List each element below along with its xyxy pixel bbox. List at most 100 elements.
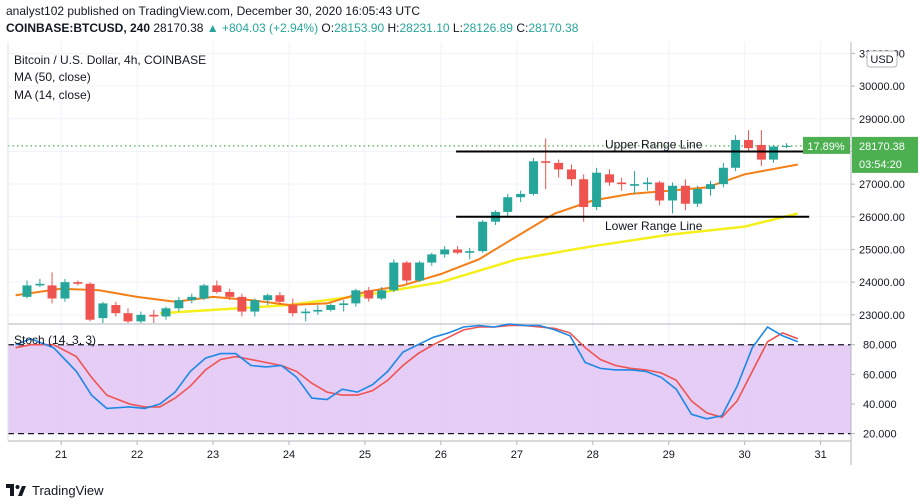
- candle-body: [402, 262, 412, 281]
- candle: [630, 171, 640, 194]
- price-pane[interactable]: Upper Range Line Lower Range Line: [8, 42, 851, 441]
- candle: [579, 174, 589, 222]
- candle: [136, 311, 146, 323]
- candle-body: [389, 262, 399, 291]
- ohlc-header: COINBASE:BTCUSD, 240 28170.38 ▲ +804.03 …: [6, 21, 578, 35]
- candle-body: [453, 249, 463, 253]
- candle-body: [642, 182, 652, 185]
- candle: [326, 303, 336, 312]
- candle: [731, 135, 741, 172]
- stoch-d-line: [15, 324, 799, 419]
- price-tick-label: 27000.00: [859, 179, 905, 191]
- candle-body: [161, 308, 171, 317]
- price-tick-label: 24000.00: [859, 277, 905, 289]
- price-tick-label: 23000.00: [859, 310, 905, 322]
- percent-badge: [803, 136, 850, 154]
- candle-body: [554, 162, 564, 170]
- candle: [60, 278, 70, 302]
- candle: [465, 247, 475, 260]
- stoch-tick-label: 20.000: [863, 429, 897, 441]
- candle: [541, 138, 551, 190]
- time-tick-label: 26: [435, 449, 447, 461]
- time-tick-label: 24: [283, 449, 295, 461]
- tradingview-logo[interactable]: TradingView: [6, 483, 104, 498]
- time-tick-label: 21: [55, 449, 67, 461]
- upper-range-label: Upper Range Line: [605, 137, 703, 151]
- candle-body: [604, 174, 614, 183]
- candle-body: [516, 193, 526, 198]
- candle: [187, 293, 197, 304]
- candle: [440, 246, 450, 258]
- candle: [427, 252, 437, 266]
- candle: [680, 179, 690, 211]
- high-label: H:: [387, 21, 400, 35]
- candle: [237, 293, 247, 317]
- candle-body: [250, 300, 260, 312]
- candle: [453, 246, 463, 255]
- candle-body: [85, 283, 95, 320]
- legend-title: Bitcoin / U.S. Dollar, 4h, COINBASE: [14, 53, 207, 67]
- candle: [225, 288, 235, 301]
- candle-body: [111, 305, 121, 314]
- candle: [35, 278, 45, 288]
- time-tick-label: 29: [663, 449, 675, 461]
- open-label: O:: [321, 21, 335, 35]
- candle: [85, 282, 95, 322]
- candle: [743, 130, 753, 152]
- candle: [364, 287, 374, 302]
- candle-body: [693, 189, 703, 204]
- candle: [668, 182, 678, 214]
- currency-label: USD: [870, 54, 893, 66]
- tradingview-brand: TradingView: [32, 483, 104, 498]
- candle-body: [630, 184, 640, 186]
- time-tick-label: 31: [814, 449, 826, 461]
- candle: [478, 220, 488, 253]
- candle-body: [668, 185, 678, 201]
- candle: [769, 144, 779, 163]
- symbol-label: COINBASE:BTCUSD, 240: [6, 21, 151, 35]
- candle: [642, 177, 652, 191]
- candle-body: [440, 249, 450, 255]
- candle-body: [263, 295, 273, 301]
- candle: [402, 260, 412, 284]
- stochastic-pane[interactable]: [8, 323, 851, 435]
- stoch-tick-label: 40.000: [863, 399, 897, 411]
- candle-body: [275, 295, 285, 302]
- last-price: 28170.38: [153, 21, 204, 35]
- high-value: 28231.10: [399, 21, 450, 35]
- countdown-label: 03:54:20: [859, 159, 902, 171]
- low-value: 28126.89: [462, 21, 513, 35]
- candle: [98, 301, 108, 323]
- candle-body: [339, 303, 349, 306]
- percent-label: 17.89%: [807, 141, 845, 153]
- candle: [554, 159, 564, 178]
- candle: [174, 296, 184, 312]
- stoch-band: [8, 344, 851, 434]
- candle-body: [47, 285, 57, 299]
- candle-body: [680, 185, 690, 204]
- candle: [301, 308, 311, 322]
- candle-body: [541, 161, 551, 163]
- time-tick-label: 23: [207, 449, 219, 461]
- candle-body: [136, 314, 146, 322]
- legend-ma50: MA (50, close): [14, 70, 91, 84]
- candle-body: [174, 300, 184, 309]
- candle: [73, 280, 83, 286]
- time-tick-label: 30: [739, 449, 751, 461]
- candle-body: [567, 169, 577, 180]
- candle: [263, 293, 273, 306]
- candle: [592, 167, 602, 211]
- price-badge-value: 28170.38: [859, 141, 905, 153]
- candle-body: [73, 282, 83, 284]
- candle-body: [427, 254, 437, 263]
- candle-body: [313, 309, 323, 312]
- candle: [161, 306, 171, 320]
- price-badge: [852, 136, 918, 173]
- candle-body: [364, 290, 374, 299]
- candle-body: [781, 145, 791, 147]
- candle-body: [35, 283, 45, 286]
- candle: [389, 259, 399, 292]
- candle-body: [301, 311, 311, 314]
- candle: [567, 164, 577, 186]
